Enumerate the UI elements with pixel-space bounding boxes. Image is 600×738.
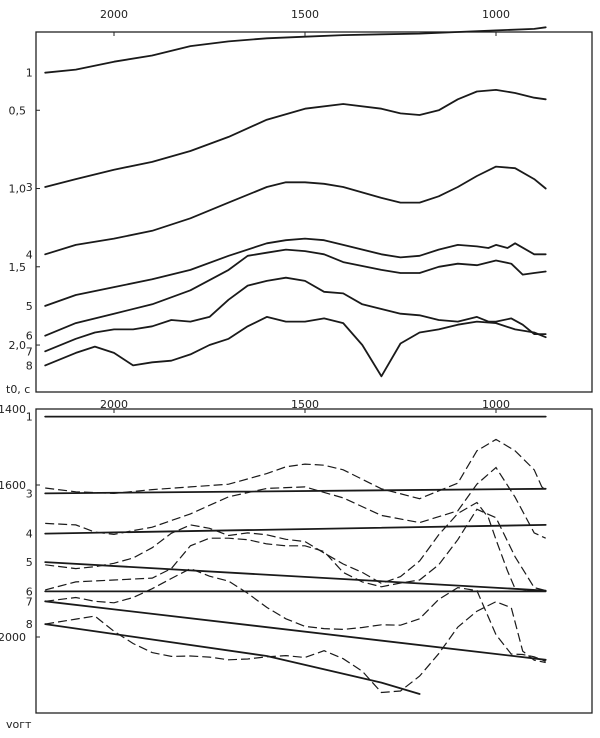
top-series-8-line — [44, 315, 547, 378]
top-series-label: 8 — [26, 359, 33, 372]
top-y-tick-labels: 0,5 1,0 1,5 2,0 — [9, 104, 40, 352]
bottom-series-group: 1 3 4 5 67 8 — [26, 411, 547, 695]
bottom-x-tick-label: 1000 — [482, 398, 510, 411]
bottom-series-label: 3 — [26, 487, 33, 500]
top-panel: 2000 1500 1000 0,5 1,0 1,5 2,0 t0, c 1 3 4 5 6 78 — [6, 8, 593, 396]
top-x-tick-label: 1000 — [482, 8, 510, 21]
top-series-label: 3 — [26, 181, 33, 194]
top-y-tick-label: 2,0 — [9, 339, 27, 352]
top-y-tick-label: 1,5 — [9, 261, 27, 274]
bottom-series-7-line — [44, 600, 547, 661]
bottom-series-8-dashed-line — [45, 601, 546, 694]
bottom-series-label: 6 — [26, 585, 33, 598]
bottom-series-label: 7 — [26, 595, 33, 608]
top-series-label: 6 — [26, 330, 33, 343]
bottom-y-tick-label: 1400 — [0, 403, 26, 416]
bottom-y-tick-labels: 1400 1600 2000 — [0, 403, 40, 644]
top-series-label: 4 — [26, 248, 33, 261]
bottom-series-label: 8 — [26, 618, 33, 631]
bottom-y-tick-label: 1600 — [0, 479, 26, 492]
bottom-series-6-dashed-line — [45, 508, 546, 592]
top-series-group: 1 3 4 5 6 78 — [26, 26, 547, 378]
bottom-series-label: 1 — [26, 411, 33, 424]
bottom-x-tick-labels: 2000 1500 1000 — [100, 398, 510, 413]
bottom-series-3-dashed-line — [45, 438, 547, 500]
top-x-tick-label: 1500 — [291, 8, 319, 21]
bottom-series-5-dashed-line — [45, 501, 546, 592]
bottom-series-4-dashed-line — [45, 466, 546, 539]
top-x-tick-labels: 2000 1500 1000 — [100, 8, 510, 36]
top-y-tick-label: 1,0 — [9, 183, 27, 196]
top-series-label: 7 — [26, 345, 33, 358]
bottom-panel-frame — [35, 408, 593, 714]
bottom-series-label: 4 — [26, 528, 33, 541]
bottom-x-tick-label: 1500 — [291, 398, 319, 411]
top-series-1-line — [44, 26, 547, 74]
top-x-tick-label: 2000 — [100, 8, 128, 21]
bottom-series-3-line — [44, 487, 547, 495]
bottom-y-tick-label: 2000 — [0, 631, 26, 644]
top-y-tick-label: 0,5 — [9, 104, 27, 117]
top-series-label: 5 — [26, 300, 33, 313]
top-series-3-line — [44, 89, 547, 188]
bottom-series-5-line — [44, 561, 547, 592]
bottom-y-axis-label: vогт — [6, 718, 32, 731]
bottom-series-4-line — [44, 524, 547, 535]
top-y-axis-label: t0, c — [6, 383, 30, 396]
bottom-x-tick-label: 2000 — [100, 398, 128, 411]
top-panel-frame — [35, 31, 593, 393]
top-series-7-line — [44, 276, 547, 353]
bottom-panel: 2000 1500 1000 1400 1600 2000 vогт 1 3 4 5 67 8 — [0, 398, 593, 731]
top-series-5-line — [44, 237, 547, 307]
top-series-6-line — [44, 248, 547, 337]
bottom-series-label: 5 — [26, 556, 33, 569]
top-series-label: 1 — [26, 67, 33, 80]
bottom-series-7-dashed-line — [45, 567, 546, 662]
bottom-series-8-line — [44, 623, 421, 695]
top-series-4-line — [44, 165, 547, 256]
